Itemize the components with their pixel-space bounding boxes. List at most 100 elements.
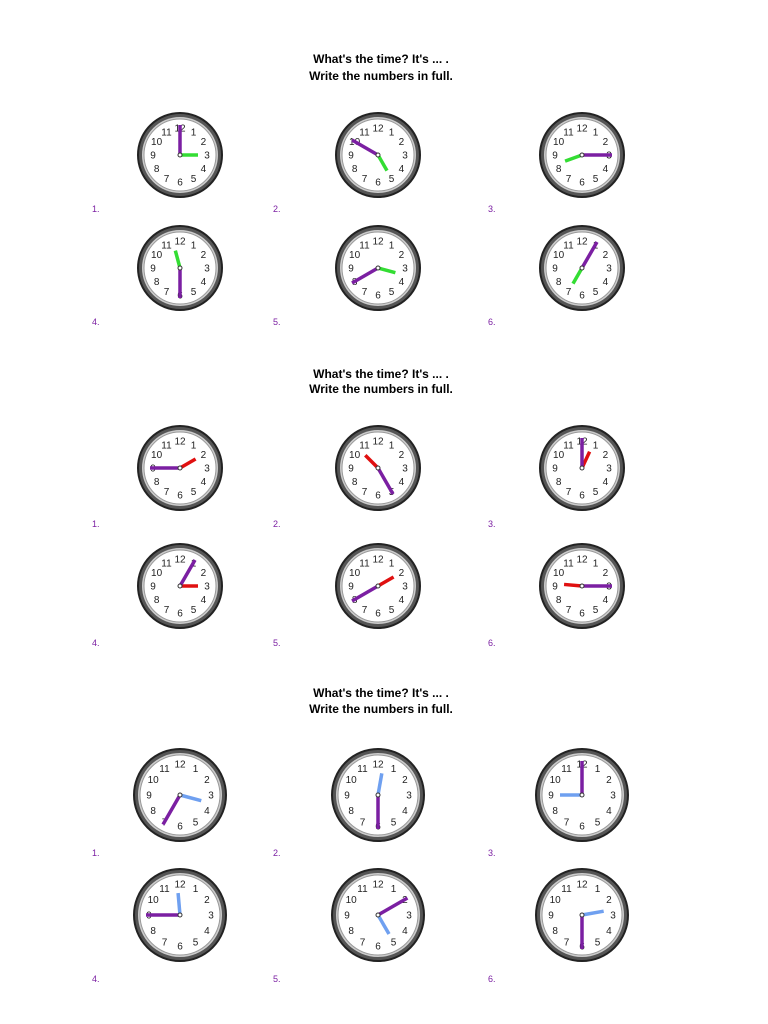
clock-numeral: 7 [360,937,366,948]
minute-hand [580,241,599,269]
clock-numeral: 4 [603,595,609,606]
minute-hand [351,266,379,285]
item-number: 2. [273,519,281,529]
clock-numeral: 9 [552,151,558,162]
item-number: 2. [273,204,281,214]
clock-pin [375,912,381,918]
clock-numeral: 5 [191,487,197,498]
clock-numeral: 4 [603,477,609,488]
clock-numeral: 12 [372,124,384,135]
item-number: 6. [488,974,496,984]
clock-numeral: 2 [603,568,609,579]
clock-numeral: 7 [164,487,170,498]
clock-numeral: 6 [579,178,585,189]
clock-numeral: 4 [399,595,405,606]
clock-numeral: 2 [204,775,210,786]
clock-numeral: 6 [579,609,585,620]
hour-hand [571,267,584,285]
clock-numeral: 3 [208,911,214,922]
clock-numeral: 9 [348,582,354,593]
clock-numeral: 2 [603,450,609,461]
clock-numeral: 6 [579,491,585,502]
clock-numeral: 11 [563,558,574,569]
clock-numeral: 11 [563,440,574,451]
clock-pin [177,152,183,158]
hour-hand [364,454,380,470]
clock-numeral: 2 [606,775,612,786]
hour-hand [377,575,395,588]
clock-numeral: 9 [552,582,558,593]
clock-numeral: 4 [402,926,408,937]
clock-numeral: 5 [193,817,199,828]
clock-numeral: 1 [389,240,395,251]
clock-numeral: 4 [204,926,210,937]
clock-numeral: 4 [606,806,612,817]
clock-numeral: 7 [362,487,368,498]
clock-numeral: 5 [593,287,599,298]
clock-numeral: 8 [556,595,562,606]
clock: 121234567891011 [331,868,425,962]
clock-numeral: 9 [344,791,350,802]
clock-numeral: 1 [193,884,199,895]
clock-numeral: 6 [375,178,381,189]
clock-numeral: 1 [593,127,599,138]
clock-numeral: 1 [593,558,599,569]
clock-numeral: 2 [201,250,207,261]
clock: 121234567891011 [331,748,425,842]
clock-numeral: 10 [148,775,160,786]
clock-numeral: 8 [154,477,160,488]
clock-numeral: 4 [201,164,207,175]
clock-numeral: 6 [579,291,585,302]
clock-numeral: 11 [159,764,170,775]
clock-numeral: 10 [148,895,160,906]
clock-numeral: 5 [389,605,395,616]
clock-numeral: 10 [349,568,361,579]
clock-numeral: 3 [406,791,412,802]
clock-numeral: 9 [552,464,558,475]
clock-pin [375,152,381,158]
clock-numeral: 6 [375,491,381,502]
clock-numeral: 11 [359,558,370,569]
clock-pin [579,912,585,918]
clock: 121234567891011 [335,112,421,198]
clock-numeral: 3 [402,464,408,475]
clock-numeral: 11 [563,240,574,251]
clock-numeral: 12 [174,437,186,448]
clock: 121234567891011 [335,543,421,629]
clock-numeral: 9 [348,151,354,162]
clock-numeral: 1 [391,884,397,895]
clock-numeral: 9 [150,582,156,593]
clock-numeral: 8 [556,477,562,488]
clock-pin [375,792,381,798]
clock: 121234567891011 [335,425,421,511]
hour-hand [376,154,389,172]
clock-numeral: 6 [375,291,381,302]
clock-numeral: 12 [576,237,588,248]
clock-numeral: 1 [391,764,397,775]
clock-pin [579,583,585,589]
clock-numeral: 2 [201,450,207,461]
clock-numeral: 12 [372,880,384,891]
clock-numeral: 2 [201,568,207,579]
clock-numeral: 6 [375,609,381,620]
minute-hand [351,584,379,603]
clock-numeral: 10 [550,895,562,906]
clock-numeral: 5 [191,605,197,616]
clock-numeral: 7 [164,287,170,298]
clock: 121234567891011 [137,225,223,311]
clock-numeral: 3 [204,464,210,475]
clock-numeral: 2 [603,250,609,261]
clock-numeral: 12 [174,880,186,891]
clock-numeral: 3 [610,911,616,922]
clock: 121234567891011 [133,868,227,962]
clock-numeral: 3 [402,264,408,275]
clock: 121234567891011 [137,543,223,629]
clock-numeral: 7 [362,174,368,185]
clock-numeral: 9 [150,264,156,275]
clock-numeral: 5 [593,174,599,185]
minute-hand [161,794,182,826]
clock-numeral: 5 [193,937,199,948]
item-number: 6. [488,317,496,327]
section-title: What's the time? It's ... . [313,686,449,700]
clock-pin [177,465,183,471]
